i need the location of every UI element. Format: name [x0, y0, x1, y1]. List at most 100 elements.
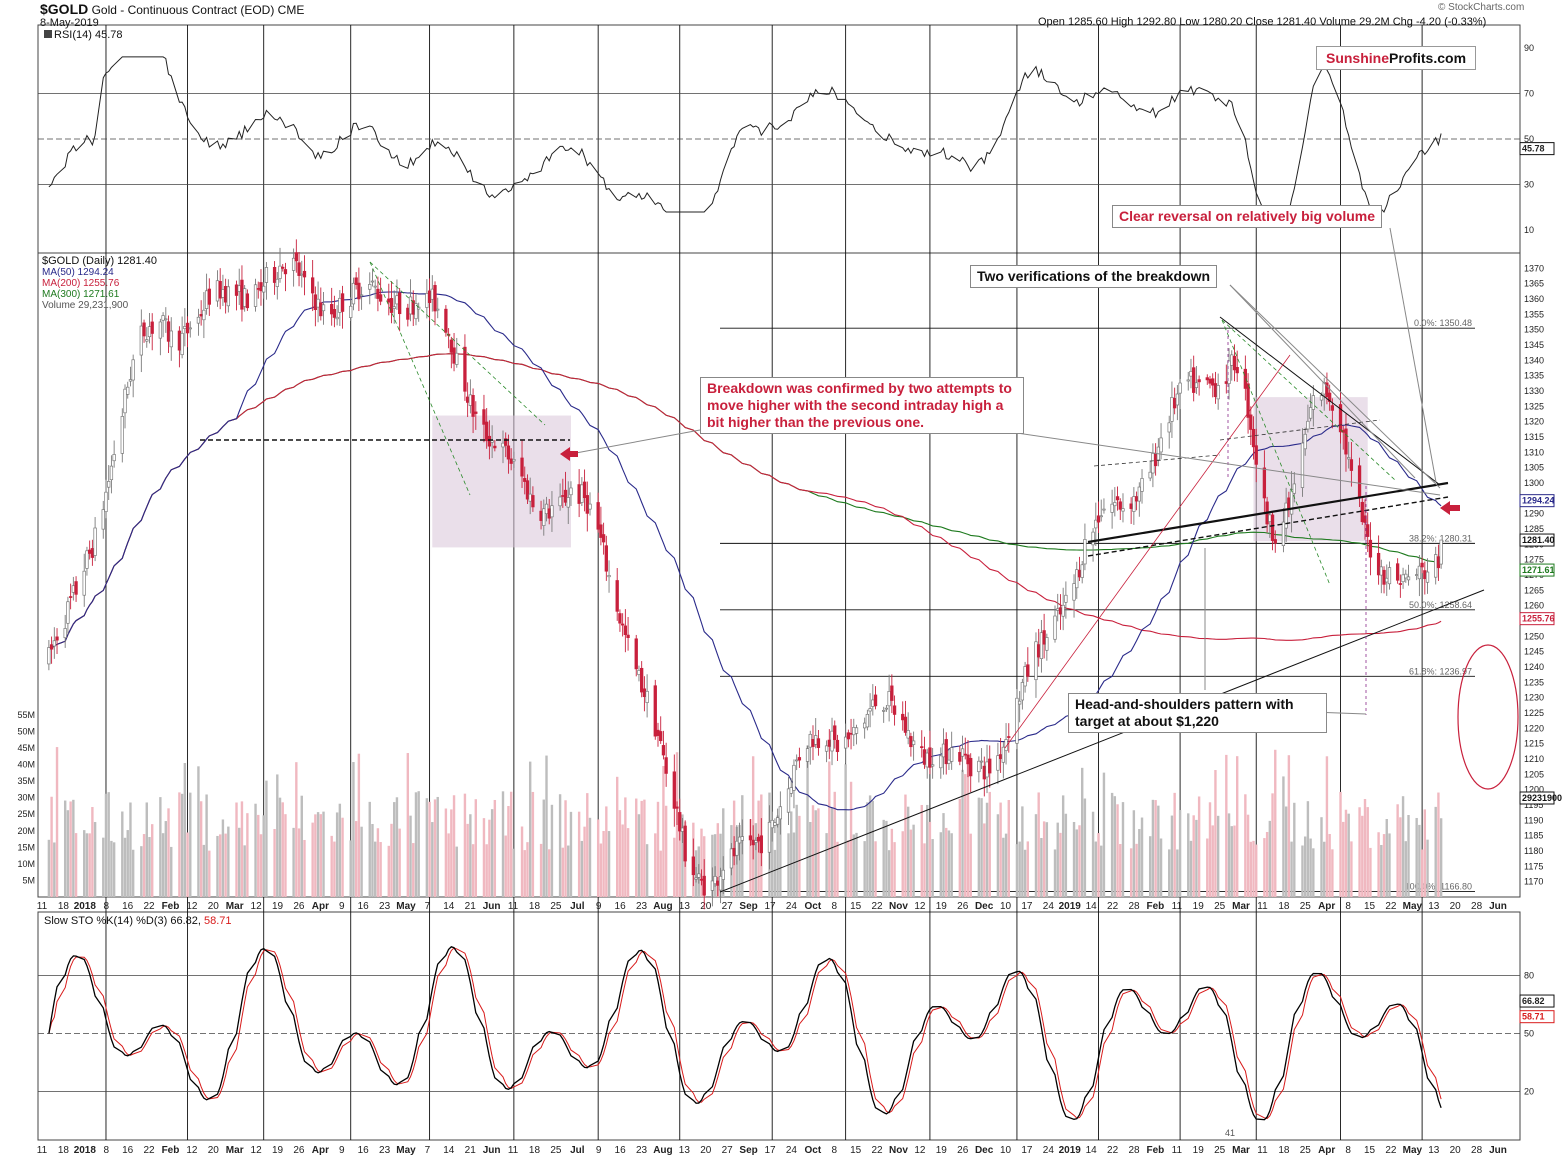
price-tick-label: 1210 [1524, 754, 1544, 764]
x-tick-label-bottom: 25 [1300, 1145, 1312, 1156]
candle-body [199, 314, 203, 317]
candle-body [737, 836, 742, 844]
candle-body [1140, 478, 1144, 492]
candle-body [1434, 554, 1438, 578]
candle-body [604, 545, 608, 572]
volume-bar [447, 833, 450, 897]
volume-bar [1021, 806, 1024, 897]
rsi-tick-label: 90 [1524, 43, 1534, 53]
volume-bar [235, 802, 238, 897]
candle-body [109, 465, 114, 481]
last-value-tag [1519, 791, 1555, 805]
x-tick-label-bottom: 26 [957, 1145, 969, 1156]
candle-body [262, 285, 266, 293]
volume-bar [471, 844, 475, 897]
x-tick-label-bottom: 8 [831, 1145, 837, 1156]
volume-bar [412, 843, 415, 897]
candle-body [185, 322, 190, 334]
stoch-k-tag [1519, 994, 1555, 1008]
x-tick-label-bottom: 23 [379, 1145, 391, 1156]
volume-bar [1151, 799, 1155, 897]
candle-body [911, 740, 916, 745]
candle-body [620, 623, 625, 626]
volume-bar [142, 834, 146, 897]
volume-bar [945, 827, 948, 897]
volume-bar [1358, 807, 1361, 897]
x-tick-label-bottom: Jun [1489, 1145, 1507, 1156]
candle-body [550, 505, 554, 518]
candle-body [1121, 508, 1125, 512]
volume-bar [238, 827, 241, 897]
price-tick-label: 1230 [1524, 693, 1544, 703]
candle-body [245, 293, 250, 309]
candle-body [1064, 594, 1068, 603]
rsi-last-tag [1519, 142, 1555, 156]
volume-bar [814, 810, 817, 897]
volume-bar [507, 806, 510, 897]
candle-body [406, 307, 410, 320]
candle-body [1366, 524, 1370, 537]
x-tick-label: 25 [1300, 901, 1312, 912]
volume-bar [368, 801, 371, 897]
volume-bar [240, 801, 244, 897]
candle-body [1254, 445, 1258, 465]
x-tick-label-bottom: Mar [1232, 1145, 1250, 1156]
price-tick-label: 1220 [1524, 723, 1544, 733]
volume-bar [387, 845, 390, 897]
volume-bar [216, 835, 219, 897]
candle-body [376, 288, 380, 299]
volume-bar [1080, 767, 1084, 897]
volume-bar [1320, 817, 1323, 897]
candle-body [487, 435, 492, 447]
candle-body [506, 445, 511, 460]
candle-body [754, 840, 758, 843]
price-tick-label: 1245 [1524, 647, 1544, 657]
candle-body [863, 722, 867, 729]
volume-bar [1301, 845, 1304, 897]
x-tick-label-bottom: 21 [465, 1145, 477, 1156]
legend-gold: $GOLD (Daily) 1281.40 [42, 255, 157, 267]
volume-bar [1342, 821, 1345, 897]
sunshine-profits-logo[interactable]: SunshineProfits.com [1316, 46, 1476, 70]
fan-line [369, 261, 546, 426]
candle-body [215, 280, 220, 302]
volume-bar [1328, 833, 1331, 897]
volume-bar [1214, 770, 1217, 897]
volume-bar [129, 802, 132, 897]
fib-level-label: 0.0%: 1350.48 [1414, 318, 1472, 328]
fan-line [369, 261, 471, 496]
candle-body [1425, 571, 1430, 583]
volume-bar [469, 814, 472, 897]
candle-body [1246, 383, 1250, 418]
pattern-zone [432, 415, 571, 548]
x-tick-label-bottom: 18 [58, 1145, 70, 1156]
candle-body [180, 332, 184, 356]
volume-bar [580, 840, 584, 897]
candle-body [1178, 382, 1182, 394]
volume-bar [1323, 841, 1326, 897]
volume-bar [463, 793, 467, 897]
volume-bar [83, 830, 86, 897]
candle-body [436, 308, 440, 311]
stoch-tick-label: 20 [1524, 1086, 1534, 1096]
volume-bar [662, 766, 665, 897]
candle-body [561, 495, 565, 497]
volume-bar [1059, 832, 1062, 897]
candle-body [833, 725, 837, 740]
volume-bar [72, 799, 75, 897]
rsi-label: RSI(14) 45.78 [54, 29, 123, 41]
candle-body [835, 739, 840, 753]
candle-body [618, 613, 622, 624]
volume-bar [1434, 806, 1437, 897]
candle-body [852, 727, 856, 736]
note-breakdown-confirmed: Breakdown was confirmed by two attempts … [700, 377, 1024, 434]
legend-volume: Volume 29,231,900 [42, 300, 129, 311]
candle-body [1194, 382, 1199, 388]
volume-bar [414, 792, 418, 897]
volume-bar [276, 774, 279, 897]
candle-body [1153, 453, 1158, 467]
candle-body [471, 395, 475, 417]
volume-bar [1274, 749, 1277, 897]
volume-bar [1178, 810, 1182, 897]
candle-body [740, 836, 744, 841]
